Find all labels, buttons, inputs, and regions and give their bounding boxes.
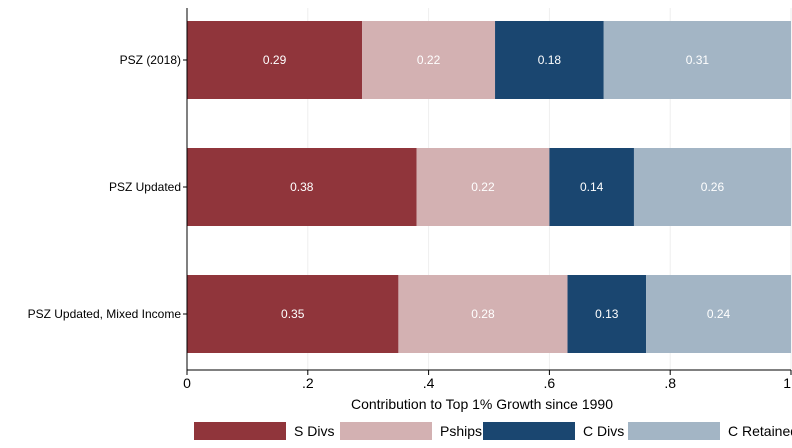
x-tick-label: 0 bbox=[183, 375, 191, 391]
data-label: 0.38 bbox=[290, 180, 314, 194]
data-label: 0.14 bbox=[580, 180, 604, 194]
legend-label: S Divs bbox=[294, 423, 334, 439]
data-label: 0.18 bbox=[538, 53, 562, 67]
data-label: 0.13 bbox=[595, 307, 619, 321]
data-label: 0.22 bbox=[417, 53, 441, 67]
legend-swatch bbox=[340, 422, 432, 440]
x-tick-label: .6 bbox=[544, 375, 556, 391]
legend-label: C Retained bbox=[728, 423, 792, 439]
category-label: PSZ Updated bbox=[109, 180, 181, 194]
bar-segment bbox=[416, 148, 550, 226]
bar-segment bbox=[549, 148, 634, 226]
bar-segment bbox=[633, 148, 791, 226]
data-label: 0.28 bbox=[471, 307, 495, 321]
legend-swatch bbox=[194, 422, 286, 440]
data-label: 0.22 bbox=[471, 180, 495, 194]
bar-segment bbox=[495, 21, 604, 99]
x-tick-label: .4 bbox=[423, 375, 435, 391]
legend-swatch bbox=[628, 422, 720, 440]
x-axis-title: Contribution to Top 1% Growth since 1990 bbox=[351, 396, 613, 412]
bar-segment bbox=[362, 21, 496, 99]
legend-label: C Divs bbox=[583, 423, 624, 439]
legend-label: Pships bbox=[440, 423, 482, 439]
bar-segment bbox=[646, 275, 791, 353]
data-label: 0.24 bbox=[707, 307, 731, 321]
category-label: PSZ Updated, Mixed Income bbox=[28, 307, 182, 321]
data-label: 0.26 bbox=[701, 180, 725, 194]
data-label: 0.29 bbox=[263, 53, 287, 67]
bar-segment bbox=[567, 275, 647, 353]
category-label: PSZ (2018) bbox=[120, 53, 181, 67]
legend-swatch bbox=[483, 422, 575, 440]
bar-segment bbox=[187, 21, 363, 99]
bar-segment bbox=[398, 275, 568, 353]
bar-segment bbox=[187, 275, 399, 353]
data-label: 0.35 bbox=[281, 307, 305, 321]
x-tick-label: 1 bbox=[783, 375, 791, 391]
data-label: 0.31 bbox=[686, 53, 710, 67]
bar-segment bbox=[603, 21, 791, 99]
x-tick-label: .8 bbox=[664, 375, 676, 391]
bar-segment bbox=[187, 148, 417, 226]
x-tick-label: .2 bbox=[302, 375, 314, 391]
